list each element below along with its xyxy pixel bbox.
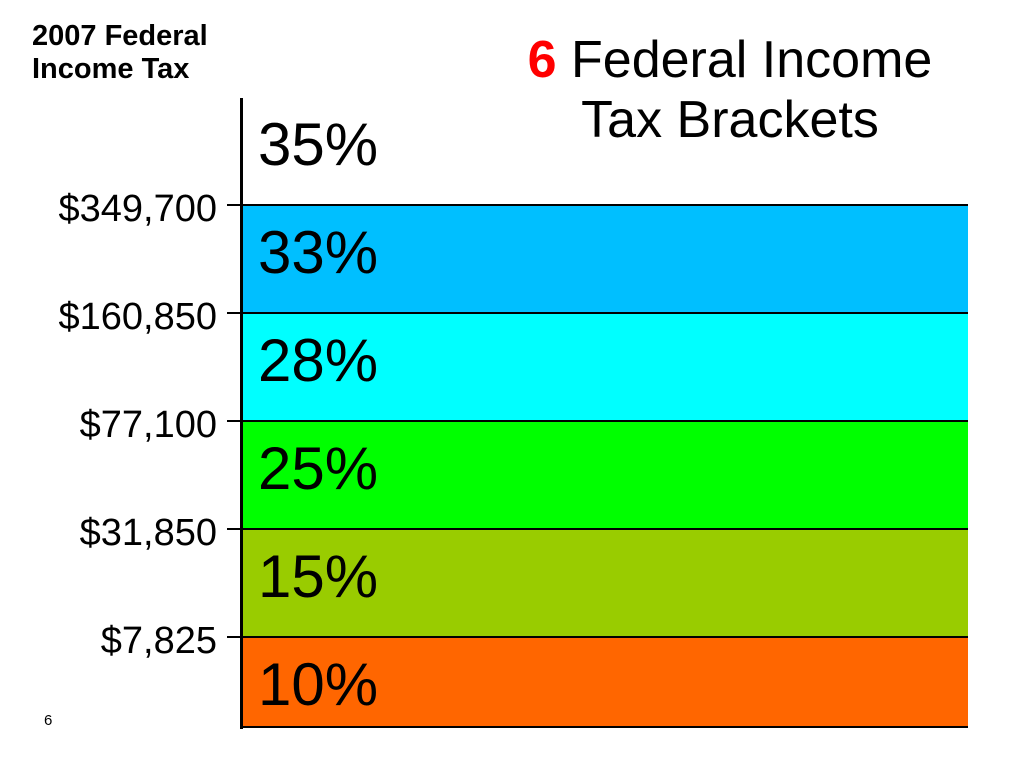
bottom-axis-line — [240, 726, 968, 728]
bracket-rate-35: 35% — [258, 111, 379, 178]
threshold-label-349700: $349,700 — [58, 188, 218, 230]
bracket-band-35: 35% — [240, 98, 968, 206]
threshold-tick — [227, 636, 241, 638]
corner-label-line-2: Income Tax — [32, 53, 190, 85]
threshold-tick — [227, 528, 241, 530]
bracket-band-15: 15% — [240, 528, 968, 637]
title-text-line-2: Tax Brackets — [581, 91, 879, 149]
bracket-rate-25: 25% — [258, 435, 379, 502]
threshold-tick — [227, 420, 241, 422]
slide-title: 6 Federal Income Tax Brackets — [470, 30, 990, 150]
bracket-rate-10: 10% — [258, 651, 379, 718]
bracket-rate-33: 33% — [258, 219, 379, 286]
threshold-label-7825: $7,825 — [100, 620, 217, 662]
bracket-band-25: 25% — [240, 420, 968, 529]
title-text-line-1: Federal Income — [571, 31, 933, 89]
chart-corner-label: 2007 Federal Income Tax — [32, 20, 208, 86]
title-line-1: 6 Federal Income — [470, 30, 990, 90]
tax-bracket-stack: 35% 33% 28% 25% 15% 10% — [240, 98, 968, 728]
bracket-band-10: 10% — [240, 636, 968, 726]
threshold-tick — [227, 204, 241, 206]
bracket-rate-28: 28% — [258, 327, 379, 394]
vertical-axis-line — [240, 98, 243, 729]
threshold-tick — [227, 312, 241, 314]
slide-number: 6 — [44, 712, 53, 729]
threshold-label-77100: $77,100 — [79, 404, 217, 446]
bracket-rate-15: 15% — [258, 543, 379, 610]
title-number: 6 — [527, 31, 557, 89]
corner-label-line-1: 2007 Federal — [32, 20, 208, 52]
bracket-band-28: 28% — [240, 312, 968, 421]
bracket-band-33: 33% — [240, 204, 968, 313]
threshold-label-31850: $31,850 — [79, 512, 217, 554]
threshold-label-160850: $160,850 — [58, 296, 218, 338]
